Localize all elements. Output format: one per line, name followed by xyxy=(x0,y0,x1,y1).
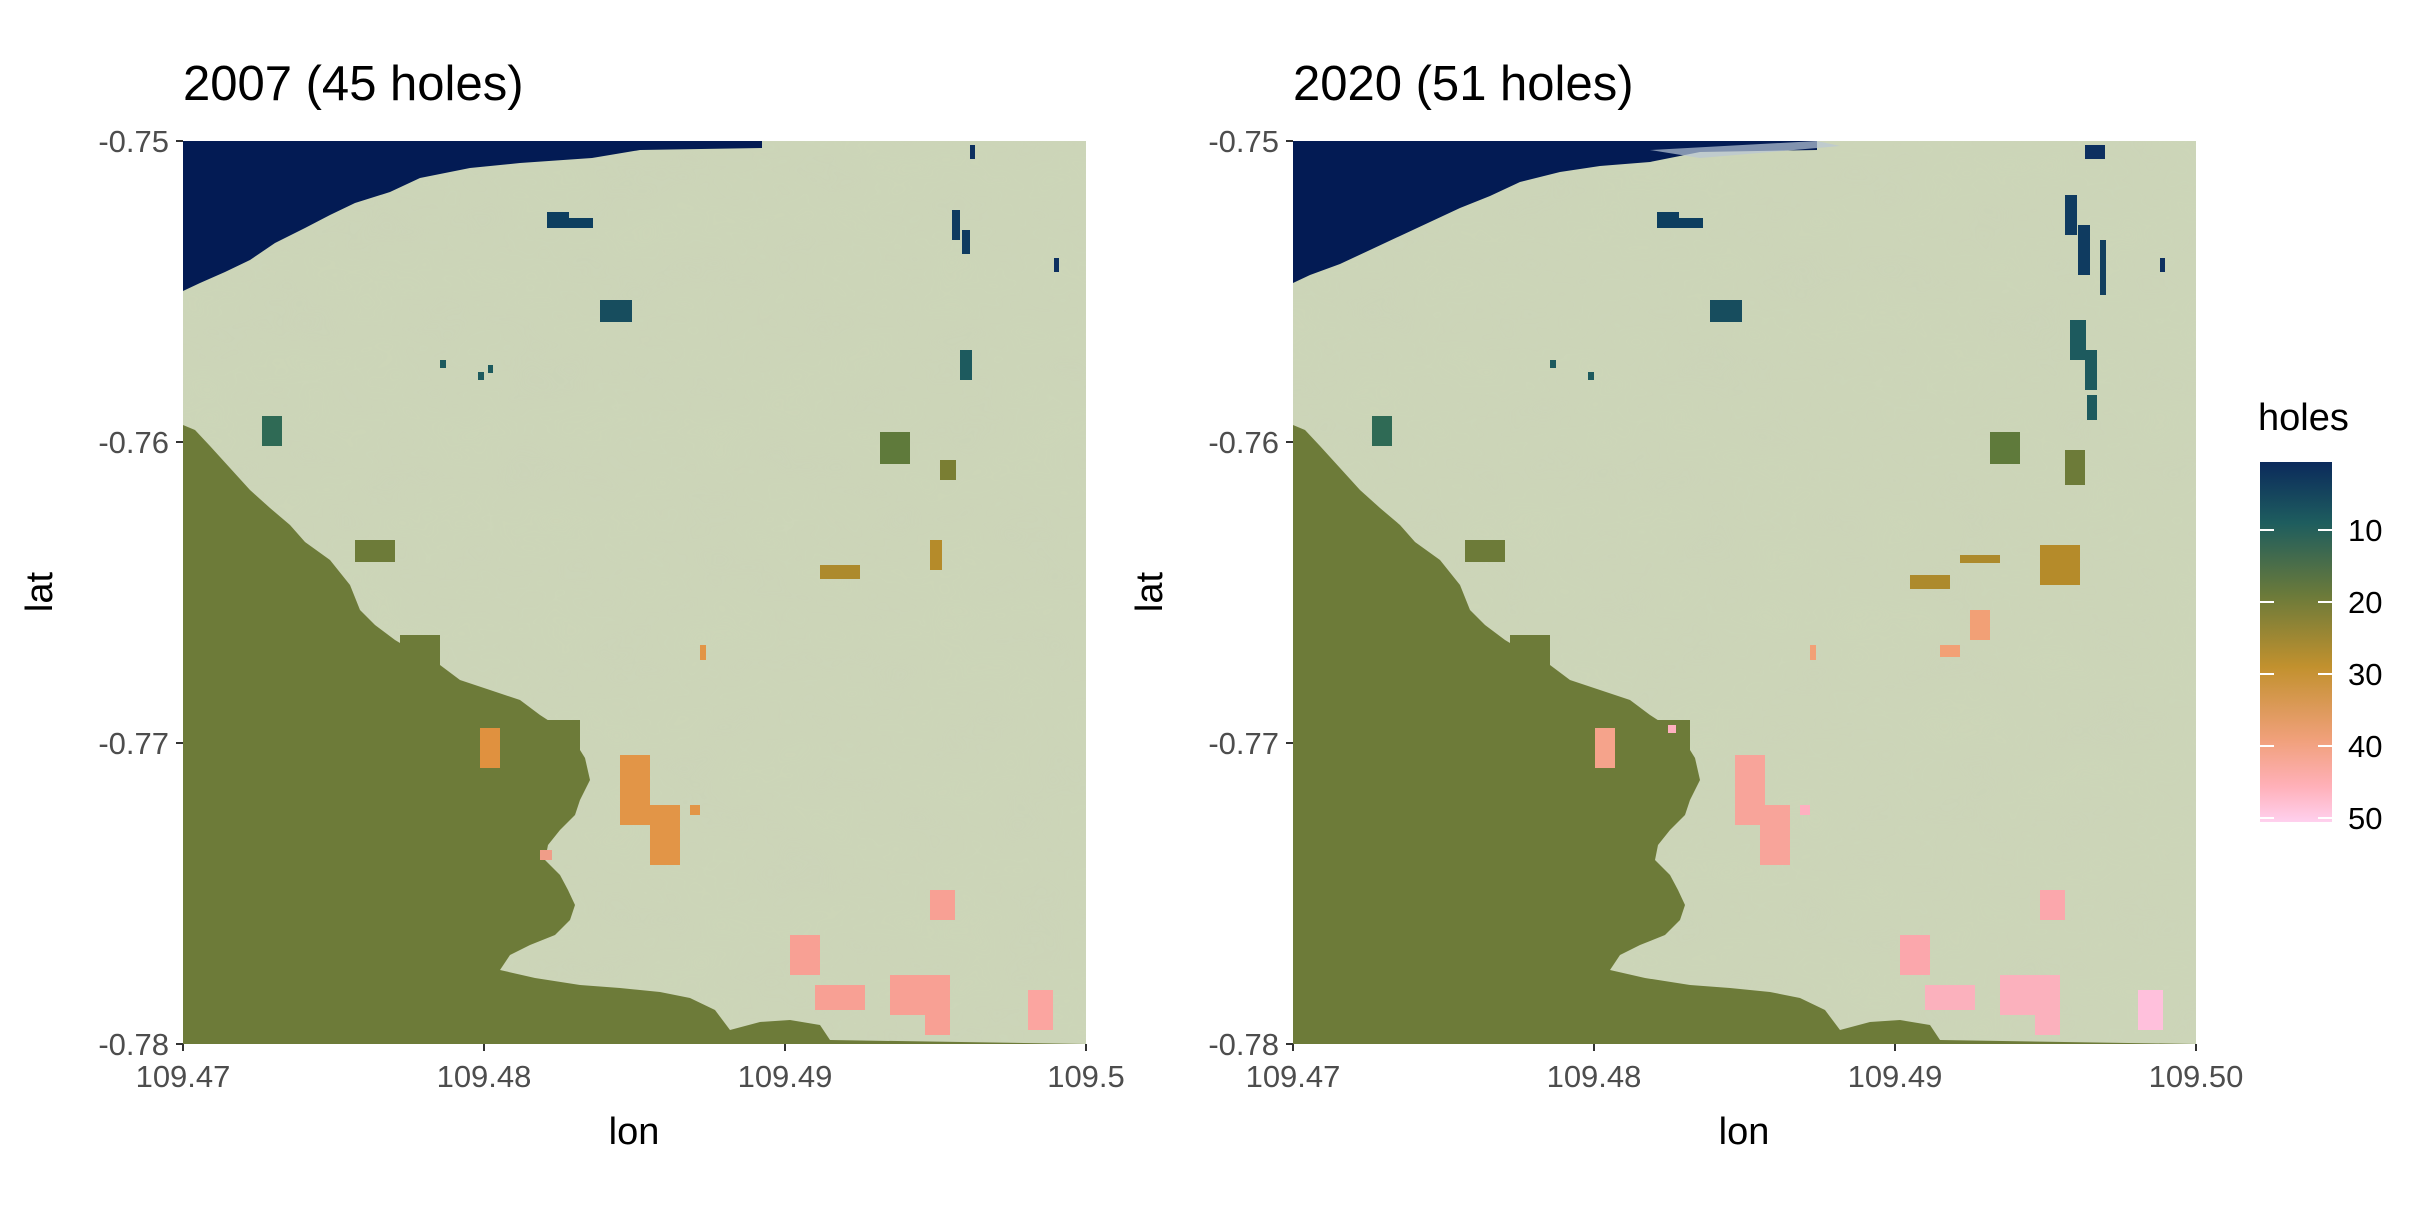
panel-2007: 2007 (45 holes) xyxy=(19,57,1125,1153)
legend-tick-label: 40 xyxy=(2348,729,2382,764)
water-body xyxy=(1293,141,1817,283)
small-holes xyxy=(262,145,1059,1035)
y-axis-title: lat xyxy=(19,571,61,612)
y-tick-label: -0.76 xyxy=(98,425,169,460)
x-tick-label: 109.47 xyxy=(136,1059,231,1094)
legend-tick-label: 50 xyxy=(2348,801,2382,836)
y-axis: -0.75 -0.76 -0.77 -0.78 lat xyxy=(1129,124,1293,1062)
legend-colorbar xyxy=(2260,462,2332,822)
x-tick-label: 109.5 xyxy=(1047,1059,1125,1094)
x-tick-label: 109.49 xyxy=(738,1059,833,1094)
large-hole-region xyxy=(1293,425,2196,1044)
map-area xyxy=(183,141,1086,1044)
y-tick-label: -0.75 xyxy=(1208,124,1279,159)
panel-title: 2020 (51 holes) xyxy=(1293,57,1634,111)
legend-tick-label: 30 xyxy=(2348,657,2382,692)
x-axis: 109.47 109.48 109.49 109.50 lon xyxy=(1246,1044,2244,1153)
y-tick-label: -0.77 xyxy=(1208,726,1279,761)
legend-tick-label: 10 xyxy=(2348,513,2382,548)
y-tick-label: -0.76 xyxy=(1208,425,1279,460)
y-axis-title: lat xyxy=(1129,571,1171,612)
y-tick-label: -0.78 xyxy=(1208,1027,1279,1062)
x-tick-label: 109.50 xyxy=(2149,1059,2244,1094)
small-holes xyxy=(1372,145,2165,1035)
map-area xyxy=(1293,141,2196,1044)
legend-tick-label: 20 xyxy=(2348,585,2382,620)
x-axis-title: lon xyxy=(609,1111,660,1153)
y-tick-label: -0.75 xyxy=(98,124,169,159)
panel-title: 2007 (45 holes) xyxy=(183,57,524,111)
water-edge xyxy=(1650,141,1840,158)
panel-2020: 2020 (51 holes) xyxy=(1129,57,2243,1153)
x-tick-label: 109.47 xyxy=(1246,1059,1341,1094)
y-tick-label: -0.78 xyxy=(98,1027,169,1062)
y-tick-label: -0.77 xyxy=(98,726,169,761)
water-body xyxy=(183,141,762,291)
legend-title: holes xyxy=(2258,397,2349,439)
legend-ticks xyxy=(2260,529,2332,819)
x-axis: 109.47 109.48 109.49 109.5 lon xyxy=(136,1044,1125,1153)
legend: holes 10 20 30 40 50 xyxy=(2258,397,2382,836)
y-axis: -0.75 -0.76 -0.77 -0.78 lat xyxy=(19,124,183,1062)
large-hole-region xyxy=(183,425,1086,1044)
x-axis-title: lon xyxy=(1719,1111,1770,1153)
x-tick-label: 109.49 xyxy=(1848,1059,1943,1094)
x-tick-label: 109.48 xyxy=(437,1059,532,1094)
x-tick-label: 109.48 xyxy=(1547,1059,1642,1094)
